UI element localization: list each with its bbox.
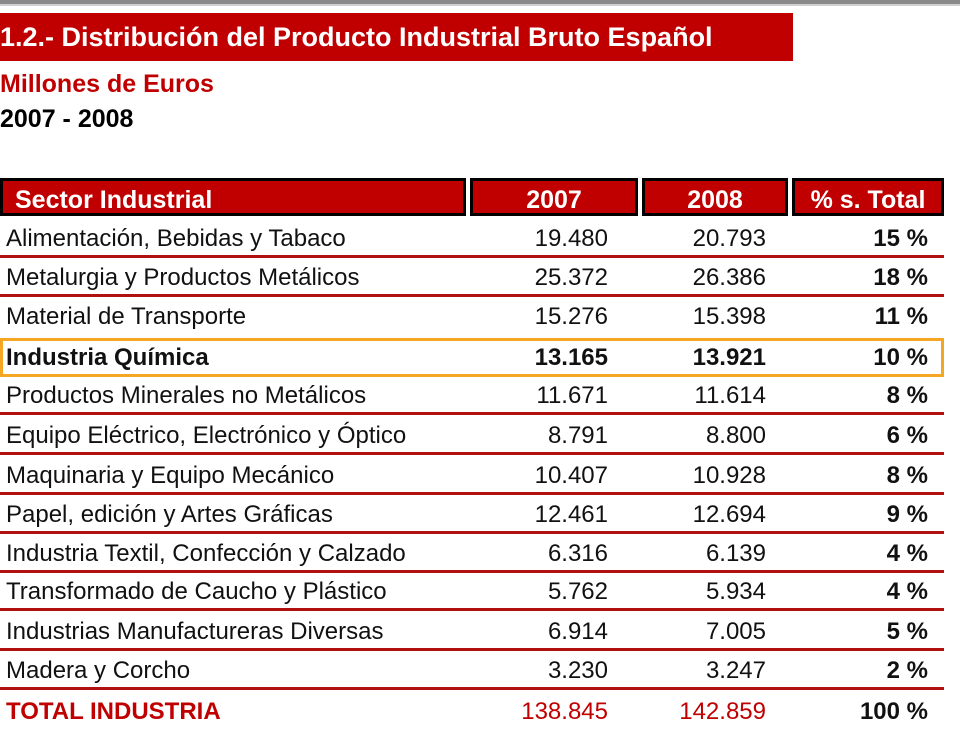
cell-2007: 3.230	[547, 657, 608, 684]
table-row: Maquinaria y Equipo Mecánico 10.407 10.9…	[0, 456, 944, 495]
cell-2007: 13.165	[534, 344, 608, 371]
cell-pct: 2 %	[886, 657, 928, 684]
cell-pct: 15 %	[873, 225, 928, 252]
cell-2007: 138.845	[521, 698, 608, 725]
header-2008: 2008	[642, 178, 788, 216]
header-pct-total: % s. Total	[792, 178, 944, 216]
cell-2008: 6.139	[705, 540, 766, 567]
cell-sector: Industria Textil, Confección y Calzado	[6, 540, 406, 567]
table-row-highlighted: Industria Química 13.165 13.921 10 %	[0, 338, 944, 377]
cell-2008: 8.800	[705, 422, 766, 449]
cell-pct: 9 %	[886, 501, 928, 528]
table-row: Metalurgia y Productos Metálicos 25.372 …	[0, 258, 944, 297]
table-row: Productos Minerales no Metálicos 11.671 …	[0, 376, 944, 415]
page-title: 1.2.- Distribución del Producto Industri…	[0, 13, 793, 61]
row-divider	[0, 452, 944, 455]
cell-pct: 4 %	[886, 540, 928, 567]
cell-pct: 10 %	[873, 344, 928, 371]
cell-2007: 11.671	[536, 382, 608, 409]
cell-2007: 19.480	[534, 225, 608, 252]
cell-pct: 8 %	[886, 462, 928, 489]
cell-2008: 11.614	[694, 382, 766, 409]
cell-2008: 7.005	[705, 618, 766, 645]
cell-2008: 5.934	[705, 578, 766, 605]
cell-pct: 11 %	[874, 303, 928, 330]
table-row: Papel, edición y Artes Gráficas 12.461 1…	[0, 495, 944, 534]
cell-sector: TOTAL INDUSTRIA	[6, 698, 221, 725]
cell-sector: Madera y Corcho	[6, 657, 191, 684]
row-divider	[0, 531, 944, 534]
cell-sector: Productos Minerales no Metálicos	[6, 382, 367, 409]
table-row: Equipo Eléctrico, Electrónico y Óptico 8…	[0, 416, 944, 455]
cell-2008: 142.859	[679, 698, 766, 725]
cell-2008: 10.928	[692, 462, 766, 489]
table-row: Industria Textil, Confección y Calzado 6…	[0, 534, 944, 573]
cell-pct: 4 %	[886, 578, 928, 605]
row-divider	[0, 294, 944, 297]
cell-pct: 6 %	[886, 422, 928, 449]
row-divider	[0, 255, 944, 258]
cell-2008: 3.247	[705, 657, 766, 684]
table-row: Material de Transporte 15.276 15.398 11 …	[0, 297, 944, 336]
cell-2008: 15.398	[692, 303, 766, 330]
cell-2007: 10.407	[534, 462, 608, 489]
cell-sector: Equipo Eléctrico, Electrónico y Óptico	[6, 422, 407, 449]
row-divider	[0, 492, 944, 495]
cell-2007: 25.372	[534, 264, 608, 291]
cell-2007: 8.791	[547, 422, 608, 449]
cell-pct: 100 %	[859, 698, 928, 725]
cell-sector: Transformado de Caucho y Plástico	[6, 578, 387, 605]
top-border	[0, 0, 960, 4]
header-sector: Sector Industrial	[0, 178, 466, 216]
cell-2007: 15.276	[534, 303, 608, 330]
period-label: 2007 - 2008	[0, 105, 134, 133]
table-row: Alimentación, Bebidas y Tabaco 19.480 20…	[0, 219, 944, 258]
cell-2008: 13.921	[692, 344, 766, 371]
cell-pct: 5 %	[886, 618, 928, 645]
cell-2008: 12.694	[692, 501, 766, 528]
cell-sector: Metalurgia y Productos Metálicos	[6, 264, 360, 291]
row-divider	[0, 648, 944, 651]
cell-2008: 20.793	[692, 225, 766, 252]
cell-2007: 6.914	[547, 618, 608, 645]
units-subtitle: Millones de Euros	[0, 70, 214, 98]
cell-sector: Papel, edición y Artes Gráficas	[6, 501, 333, 528]
cell-sector: Material de Transporte	[6, 303, 247, 330]
cell-pct: 18 %	[873, 264, 928, 291]
cell-2008: 26.386	[692, 264, 766, 291]
cell-sector: Industrias Manufactureras Diversas	[6, 618, 384, 645]
cell-sector: Industria Química	[6, 344, 209, 371]
cell-sector: Alimentación, Bebidas y Tabaco	[6, 225, 346, 252]
row-divider	[0, 687, 944, 690]
table-row-total: TOTAL INDUSTRIA 138.845 142.859 100 %	[0, 690, 944, 725]
table-row: Madera y Corcho 3.230 3.247 2 %	[0, 651, 944, 690]
row-divider	[0, 608, 944, 611]
row-divider	[0, 570, 944, 573]
cell-2007: 6.316	[547, 540, 608, 567]
cell-2007: 5.762	[547, 578, 608, 605]
cell-2007: 12.461	[534, 501, 608, 528]
cell-pct: 8 %	[886, 382, 928, 409]
table-row: Industrias Manufactureras Diversas 6.914…	[0, 612, 944, 651]
header-2007: 2007	[470, 178, 638, 216]
row-divider	[0, 412, 944, 415]
table-row: Transformado de Caucho y Plástico 5.762 …	[0, 572, 944, 611]
cell-sector: Maquinaria y Equipo Mecánico	[6, 462, 335, 489]
top-border-shadow	[0, 4, 960, 6]
